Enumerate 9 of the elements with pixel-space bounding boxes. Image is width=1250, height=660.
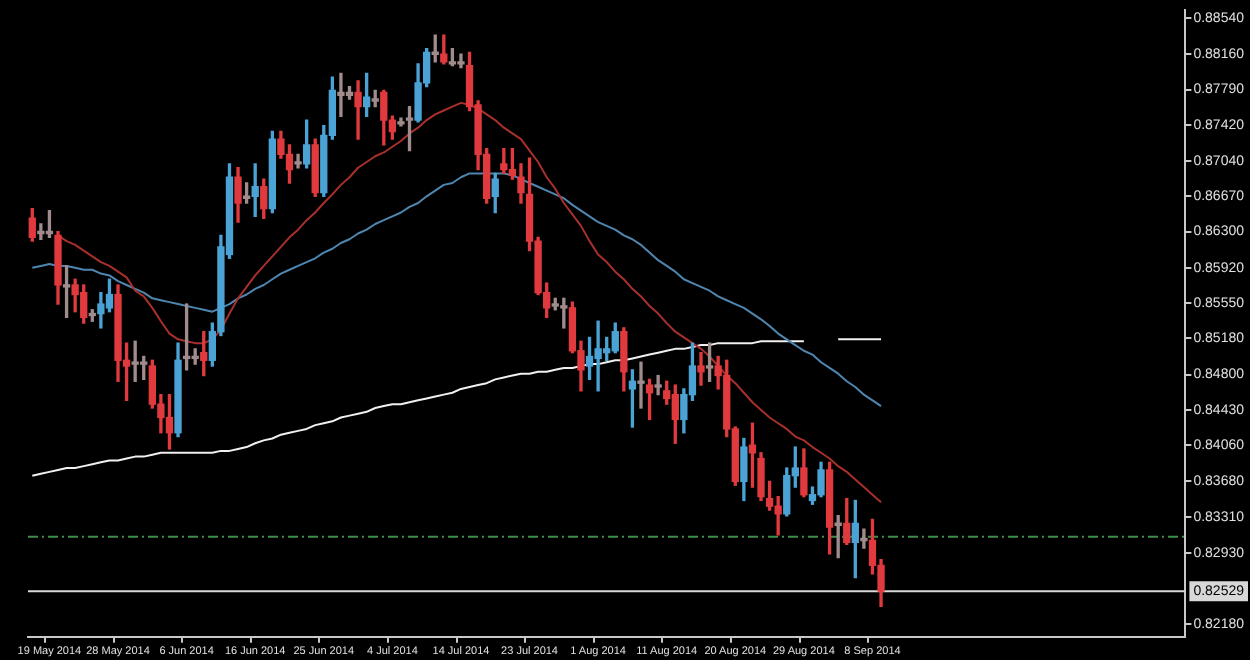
candlestick bbox=[37, 223, 45, 240]
candlestick bbox=[337, 72, 345, 117]
candlestick bbox=[594, 320, 602, 392]
candlestick bbox=[860, 528, 868, 549]
candlestick bbox=[697, 352, 705, 386]
candlestick bbox=[457, 53, 465, 69]
candlestick bbox=[637, 361, 645, 409]
candlestick bbox=[354, 80, 362, 140]
candlestick bbox=[654, 374, 662, 396]
